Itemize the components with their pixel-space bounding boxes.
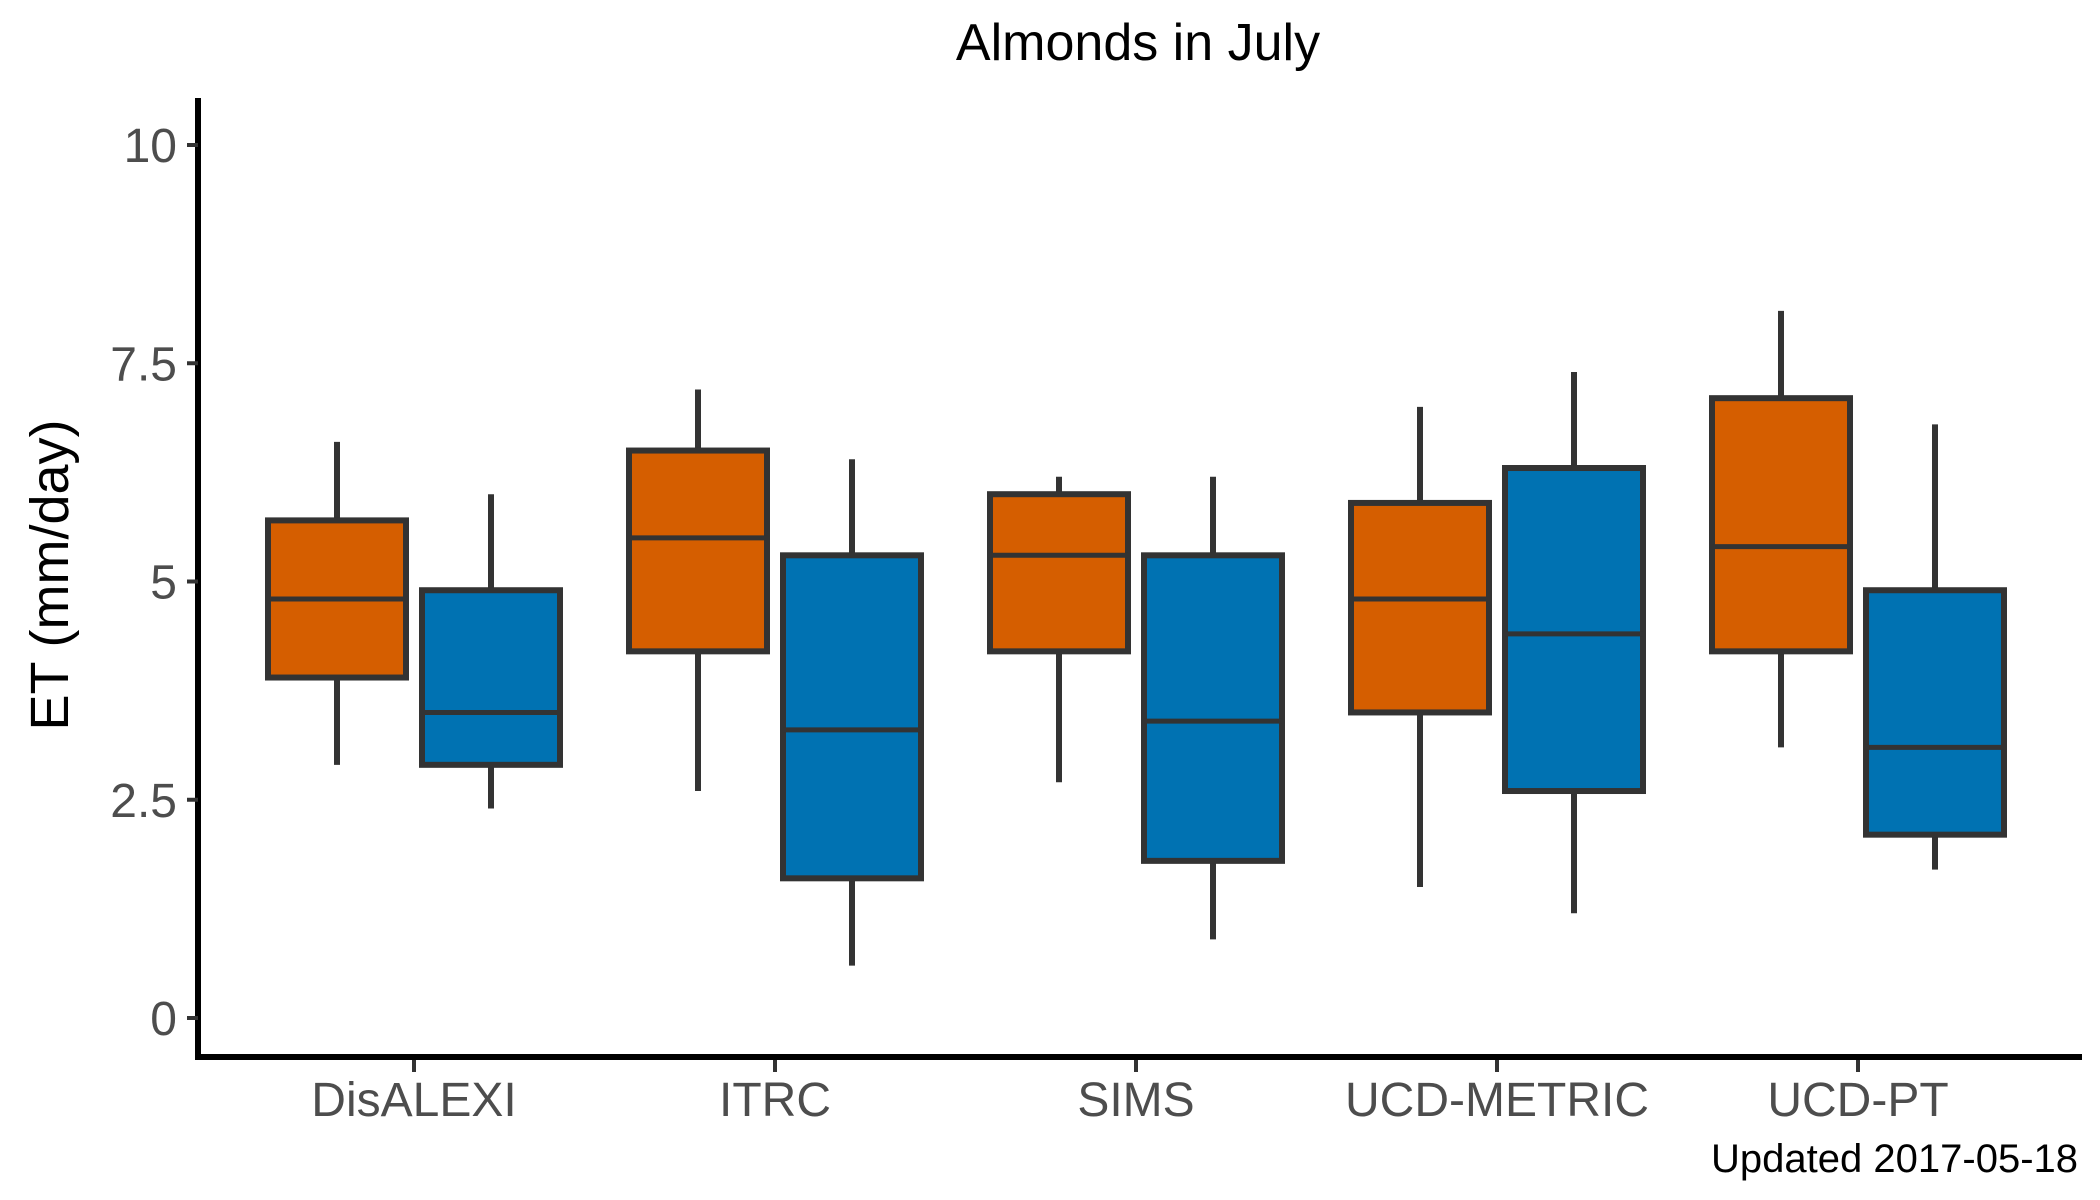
y-tick-label: 2.5: [110, 775, 177, 828]
x-tick-label: SIMS: [1077, 1074, 1194, 1127]
iqr-box: [987, 491, 1131, 655]
category-group-ucd-pt: [1709, 310, 2007, 870]
updated-caption: Updated 2017-05-18: [1711, 1137, 2078, 1181]
x-tick-label: UCD-PT: [1767, 1074, 1948, 1127]
x-axis-ticks: DisALEXI ITRC SIMS UCD-METRIC UCD-PT: [311, 1060, 1949, 1127]
iqr-box: [626, 447, 770, 655]
iqr-box: [780, 552, 924, 882]
plot-area: [265, 310, 2007, 966]
iqr-box: [1348, 499, 1492, 716]
iqr-box: [1709, 395, 1853, 655]
box-disalexi-series-2: [419, 494, 563, 809]
y-tick-label: 10: [124, 120, 177, 173]
category-group-sims: [987, 476, 1285, 940]
box-disalexi-series-1: [265, 441, 409, 765]
x-tick-label: DisALEXI: [311, 1074, 516, 1127]
box-ucd-metric-series-1: [1348, 406, 1492, 888]
category-group-ucd-metric: [1348, 371, 1646, 914]
iqr-box: [419, 587, 563, 768]
iqr-box: [1141, 552, 1285, 864]
box-ucd-metric-series-2: [1502, 371, 1646, 914]
chart-title: Almonds in July: [956, 14, 1320, 72]
category-group-disalexi: [265, 441, 563, 809]
y-tick-label: 5: [150, 557, 177, 610]
iqr-box: [1863, 587, 2007, 838]
y-axis-ticks: 0 2.5 5 7.5 10: [110, 120, 198, 1046]
box-ucd-pt-series-1: [1709, 310, 1853, 748]
box-ucd-pt-series-2: [1863, 424, 2007, 870]
iqr-box: [1502, 465, 1646, 795]
box-itrc-series-2: [780, 459, 924, 966]
box-sims-series-2: [1141, 476, 1285, 940]
y-tick-label: 0: [150, 993, 177, 1046]
x-tick-label: ITRC: [719, 1074, 831, 1127]
x-tick-label: UCD-METRIC: [1345, 1074, 1649, 1127]
box-sims-series-1: [987, 476, 1131, 783]
box-itrc-series-1: [626, 389, 770, 792]
category-group-itrc: [626, 389, 924, 966]
y-axis-title: ET (mm/day): [20, 419, 80, 730]
y-tick-label: 7.5: [110, 338, 177, 391]
